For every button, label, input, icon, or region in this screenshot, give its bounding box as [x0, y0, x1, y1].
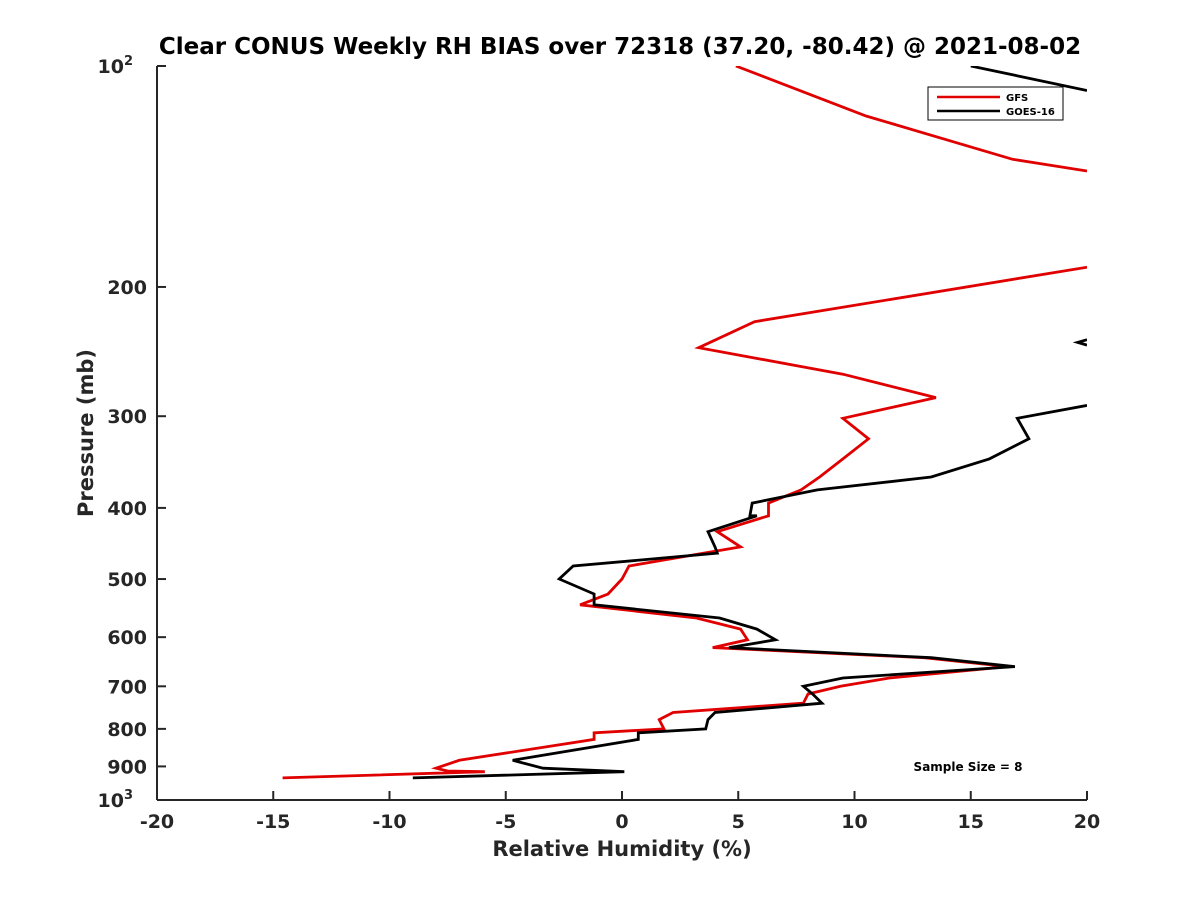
series-line-gfs [735, 66, 1087, 173]
sample-size-annotation: Sample Size = 8 [914, 760, 1023, 774]
y-axis-label: Pressure (mb) [74, 349, 98, 517]
legend-box [927, 86, 1064, 121]
series-line-goes16 [970, 66, 1087, 92]
x-ticks: -20 -15 -10 -5 0 5 10 15 20 [140, 791, 1100, 833]
legend-label-goes16: GOES-16 [1006, 107, 1055, 118]
x-tick-label: -15 [256, 811, 290, 833]
y-tick-label: 500 [107, 569, 147, 591]
x-tick-label: 0 [615, 811, 628, 833]
legend-label-gfs: GFS [1006, 93, 1028, 104]
legend: GFS GOES-16 [927, 86, 1064, 121]
y-tick-exponent: 2 [124, 54, 133, 69]
y-ticks: 102 200 300 400 500 600 700 800 900 103 [98, 54, 166, 812]
x-tick-label: 20 [1074, 811, 1100, 833]
y-tick-label: 900 [107, 756, 147, 778]
x-tick-label: -5 [495, 811, 516, 833]
y-tick-label: 103 [98, 788, 134, 812]
y-tick-label: 400 [107, 498, 147, 520]
series-group [282, 66, 1087, 780]
x-tick-label: -20 [140, 811, 174, 833]
x-tick-label: 15 [958, 811, 984, 833]
y-tick-label: 300 [107, 406, 147, 428]
y-tick-label: 800 [107, 719, 147, 741]
x-axis-label: Relative Humidity (%) [492, 837, 751, 861]
x-tick-label: 5 [732, 811, 745, 833]
series-line-goes16 [412, 404, 1087, 780]
x-tick-label: 10 [841, 811, 867, 833]
series-line-gfs [282, 265, 1087, 780]
y-tick-label: 102 [98, 54, 134, 78]
series-line-goes16 [1072, 338, 1087, 347]
y-tick-exponent: 3 [124, 788, 133, 803]
y-tick-label: 700 [107, 676, 147, 698]
x-tick-label: -10 [372, 811, 406, 833]
y-tick-label: 200 [107, 277, 147, 299]
plot-area: -20 -15 -10 -5 0 5 10 15 20 102 200 300 400 500 600 70… [98, 54, 1101, 833]
y-tick-label: 600 [107, 627, 147, 649]
chart-title: Clear CONUS Weekly RH BIAS over 72318 (3… [159, 34, 1081, 60]
